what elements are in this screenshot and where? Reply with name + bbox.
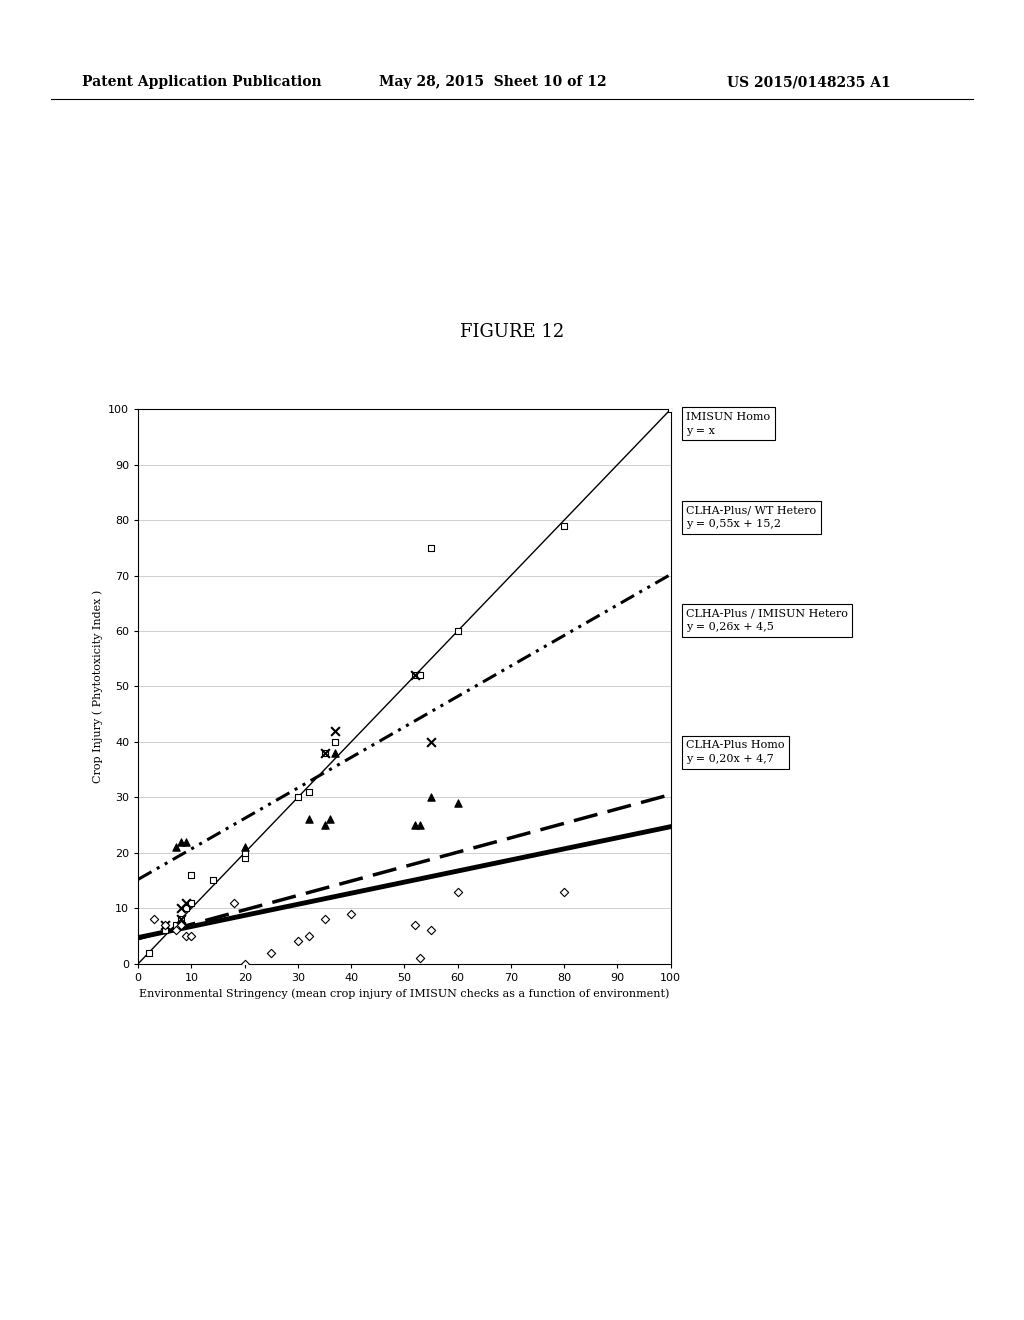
Point bbox=[146, 908, 163, 929]
Point bbox=[237, 837, 253, 858]
Point bbox=[183, 892, 200, 913]
Point bbox=[316, 742, 333, 763]
Point bbox=[450, 620, 466, 642]
Point bbox=[178, 898, 195, 919]
Point bbox=[167, 915, 183, 936]
Point bbox=[300, 809, 316, 830]
Point bbox=[316, 814, 333, 836]
Text: IMISUN Homo
y = x: IMISUN Homo y = x bbox=[686, 412, 770, 436]
Point bbox=[173, 832, 189, 853]
Point bbox=[450, 880, 466, 902]
Point bbox=[140, 942, 157, 964]
Point bbox=[157, 915, 173, 936]
Point bbox=[178, 925, 195, 946]
Point bbox=[205, 870, 221, 891]
Point bbox=[290, 787, 306, 808]
Point bbox=[413, 814, 429, 836]
Text: FIGURE 12: FIGURE 12 bbox=[460, 323, 564, 342]
Text: US 2015/0148235 A1: US 2015/0148235 A1 bbox=[727, 75, 891, 90]
Point bbox=[407, 665, 423, 686]
Point bbox=[407, 915, 423, 936]
Point bbox=[183, 925, 200, 946]
Point bbox=[413, 948, 429, 969]
Point bbox=[300, 781, 316, 803]
Point bbox=[423, 920, 439, 941]
Point bbox=[316, 742, 333, 763]
Point bbox=[663, 399, 679, 420]
Point bbox=[226, 892, 243, 913]
X-axis label: Environmental Stringency (mean crop injury of IMISUN checks as a function of env: Environmental Stringency (mean crop inju… bbox=[139, 989, 670, 999]
Point bbox=[407, 814, 423, 836]
Point bbox=[322, 809, 338, 830]
Point bbox=[327, 742, 343, 763]
Point bbox=[173, 908, 189, 929]
Point bbox=[178, 892, 195, 913]
Point bbox=[300, 925, 316, 946]
Point bbox=[327, 721, 343, 742]
Point bbox=[237, 953, 253, 974]
Point bbox=[423, 731, 439, 752]
Text: CLHA-Plus / IMISUN Hetero
y = 0,26x + 4,5: CLHA-Plus / IMISUN Hetero y = 0,26x + 4,… bbox=[686, 609, 848, 632]
Text: May 28, 2015  Sheet 10 of 12: May 28, 2015 Sheet 10 of 12 bbox=[379, 75, 606, 90]
Point bbox=[178, 832, 195, 853]
Point bbox=[157, 915, 173, 936]
Text: CLHA-Plus Homo
y = 0,20x + 4,7: CLHA-Plus Homo y = 0,20x + 4,7 bbox=[686, 741, 784, 764]
Point bbox=[423, 537, 439, 558]
Point bbox=[167, 920, 183, 941]
Point bbox=[413, 665, 429, 686]
Point bbox=[423, 787, 439, 808]
Text: CLHA-Plus/ WT Hetero
y = 0,55x + 15,2: CLHA-Plus/ WT Hetero y = 0,55x + 15,2 bbox=[686, 506, 816, 529]
Point bbox=[173, 908, 189, 929]
Point bbox=[173, 915, 189, 936]
Point bbox=[237, 842, 253, 863]
Point bbox=[290, 931, 306, 952]
Point bbox=[263, 942, 280, 964]
Point bbox=[407, 665, 423, 686]
Point bbox=[167, 837, 183, 858]
Point bbox=[237, 847, 253, 869]
Point bbox=[316, 908, 333, 929]
Point bbox=[450, 792, 466, 813]
Point bbox=[556, 515, 572, 536]
Point bbox=[556, 880, 572, 902]
Point bbox=[327, 731, 343, 752]
Point bbox=[173, 898, 189, 919]
Text: Patent Application Publication: Patent Application Publication bbox=[82, 75, 322, 90]
Y-axis label: Crop Injury ( Phytotoxicity Index ): Crop Injury ( Phytotoxicity Index ) bbox=[92, 590, 102, 783]
Point bbox=[343, 903, 359, 924]
Point bbox=[157, 920, 173, 941]
Point bbox=[183, 865, 200, 886]
